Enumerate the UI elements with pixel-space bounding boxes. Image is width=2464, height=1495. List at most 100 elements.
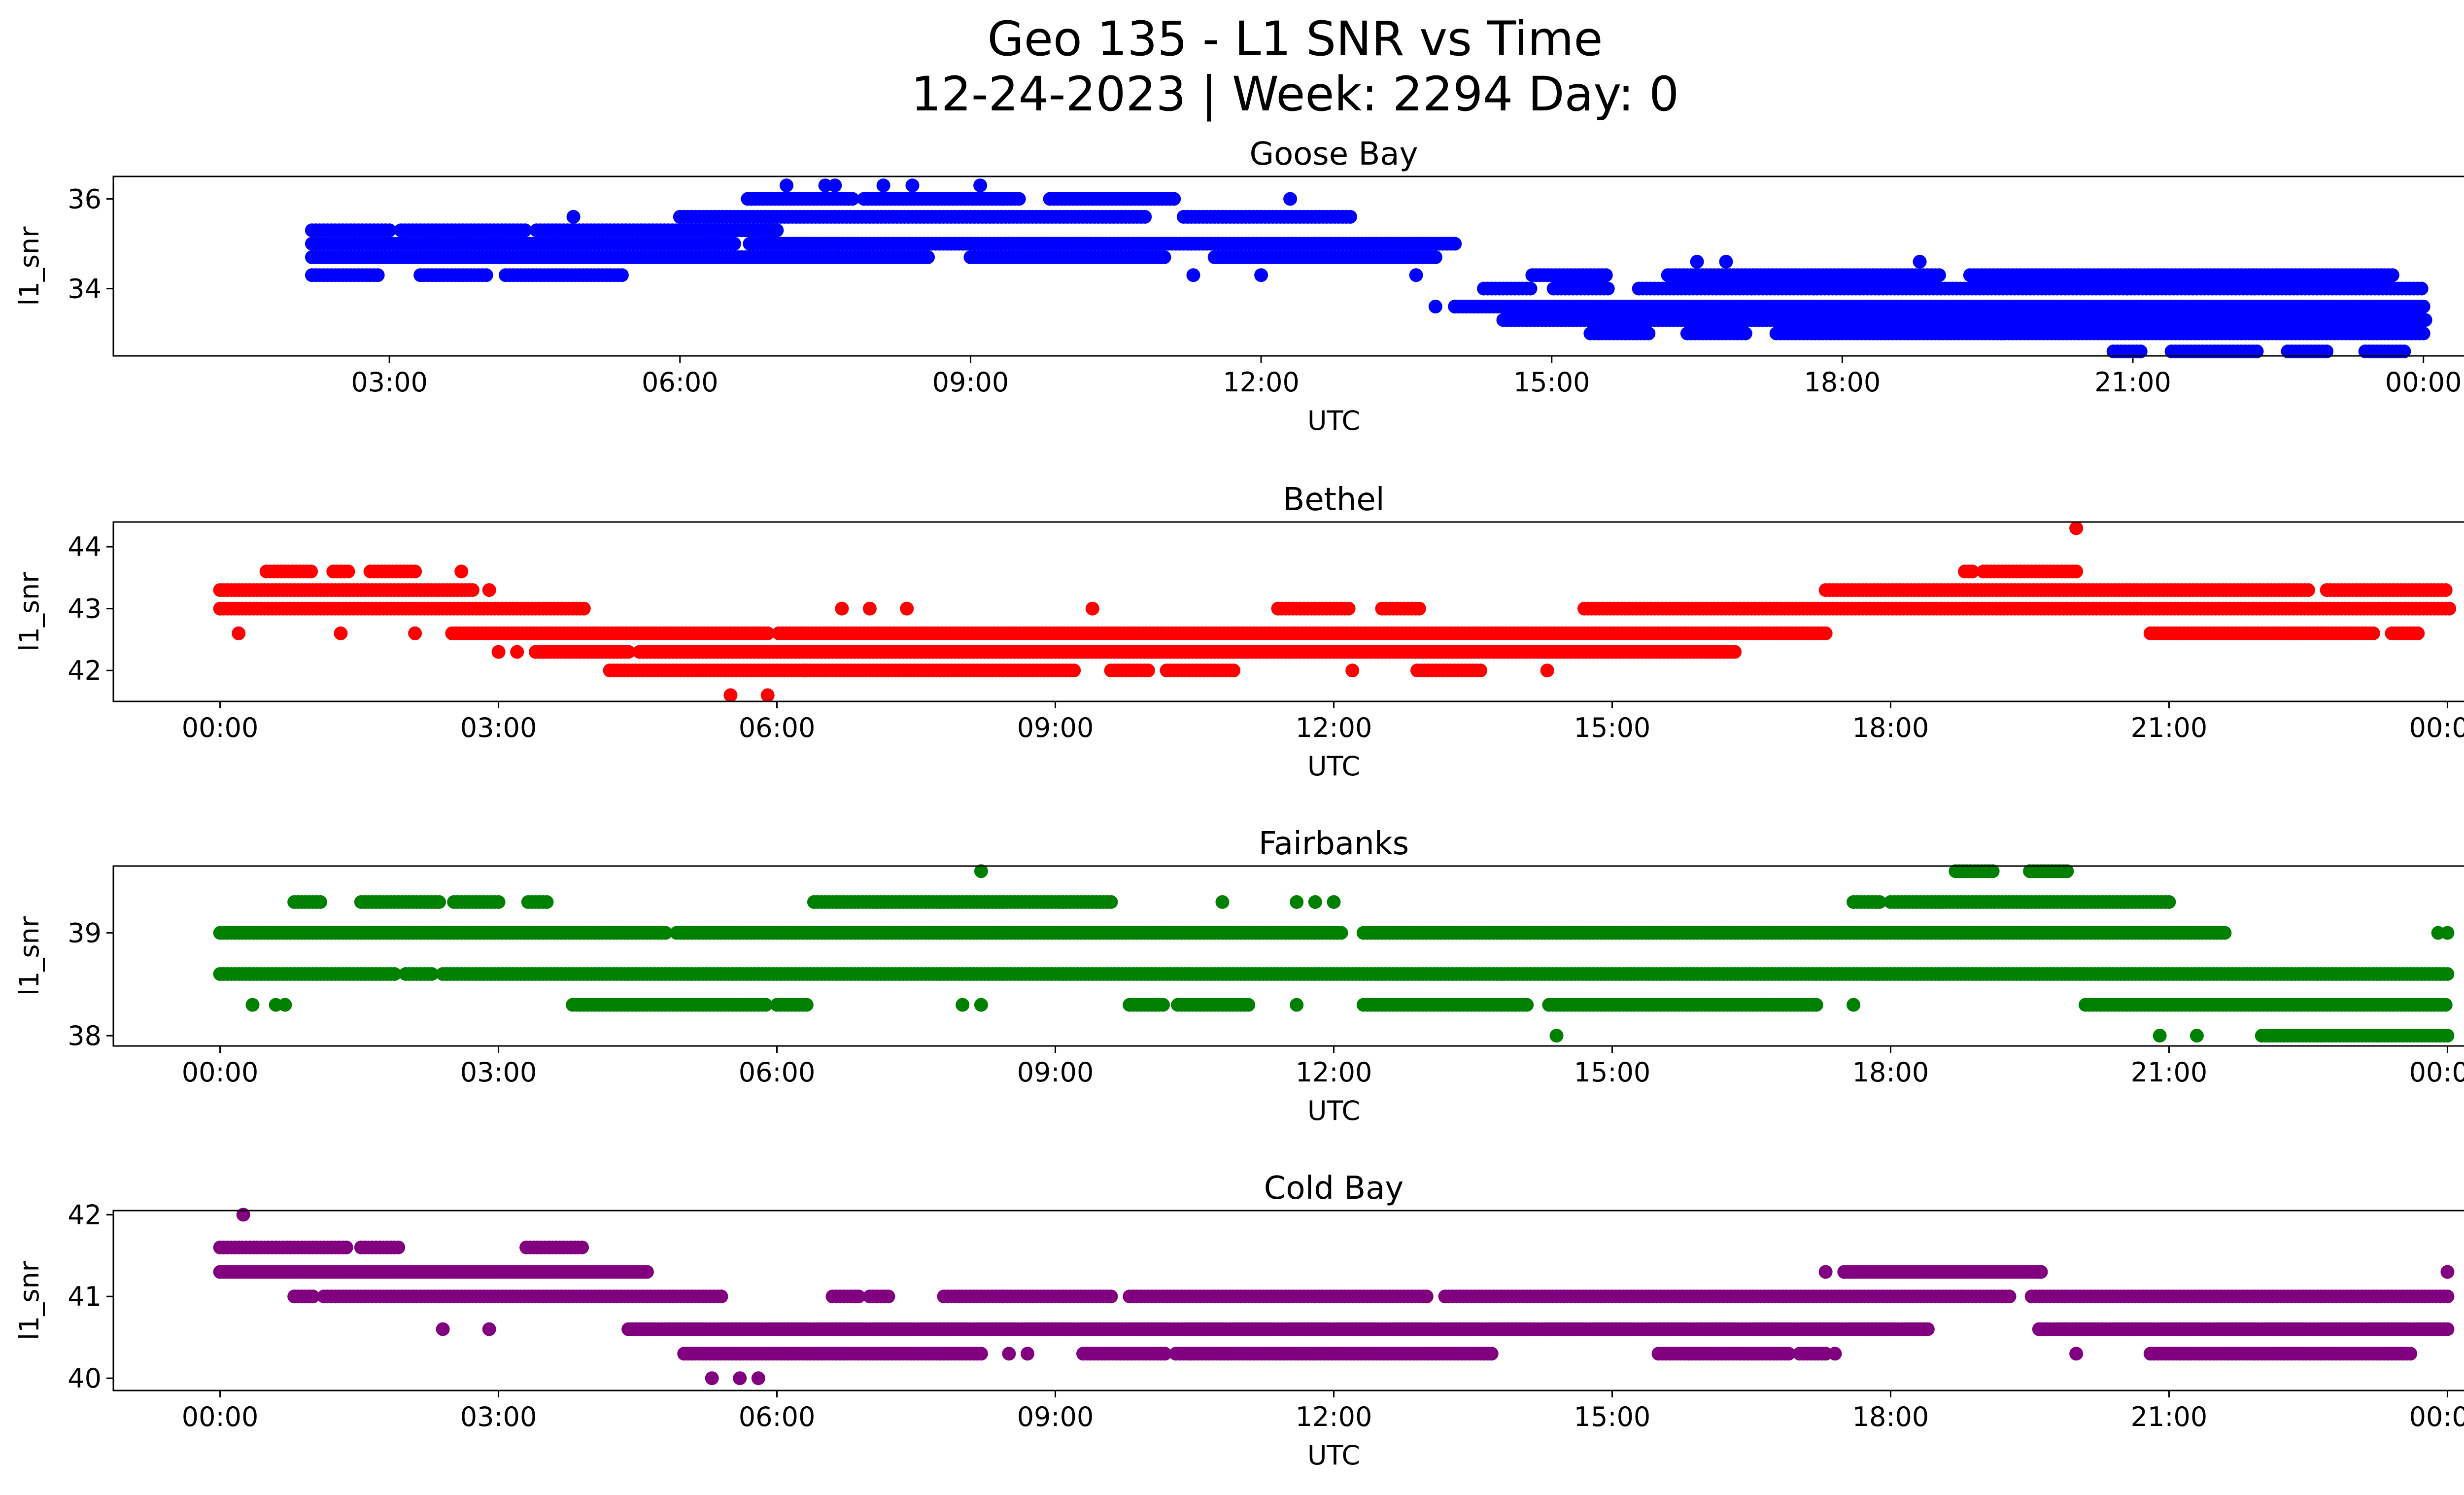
scatter-point [727, 237, 741, 251]
scatter-point [2385, 268, 2399, 282]
scatter-point [566, 209, 581, 224]
scatter-point [921, 250, 935, 264]
scatter-point [1448, 237, 1462, 251]
x-tick-label: 09:00 [1017, 712, 1094, 743]
scatter-point [905, 178, 920, 193]
x-tick-label: 06:00 [739, 712, 816, 743]
scatter-point [845, 192, 859, 206]
scatter-point [1428, 299, 1442, 313]
x-tick-label: 15:00 [1574, 712, 1651, 743]
scatter-point [1254, 268, 1268, 282]
scatter-point [1067, 663, 1081, 678]
scatter-point [232, 626, 246, 640]
figure-title-line-2: 12-24-2023 | Week: 2294 Day: 0 [911, 67, 1679, 122]
scatter-point [2320, 344, 2334, 358]
figure-title-line-1: Geo 135 - L1 SNR vs Time [988, 11, 1603, 67]
scatter-point [1334, 926, 1348, 940]
scatter-point [1540, 663, 1554, 678]
panel-title: Bethel [1283, 482, 1384, 518]
scatter-point [1719, 254, 1733, 269]
y-tick-label: 44 [68, 531, 102, 562]
y-axis-label: l1_snr [14, 572, 45, 652]
x-tick-label: 00:00 [2409, 712, 2464, 743]
scatter-point [2438, 583, 2453, 597]
scatter-point [2414, 281, 2429, 296]
scatter-point [760, 626, 775, 640]
scatter-point [1012, 192, 1026, 206]
x-tick-label: 03:00 [460, 712, 537, 743]
scatter-point [2397, 344, 2411, 358]
scatter-point [780, 178, 793, 193]
scatter-point [1341, 601, 1356, 616]
scatter-point [408, 626, 422, 640]
panel-title: Fairbanks [1259, 826, 1409, 862]
scatter-point [723, 688, 738, 702]
scatter-point [835, 601, 849, 616]
x-axis-label: UTC [1307, 405, 1360, 436]
scatter-point [2250, 344, 2264, 358]
scatter-point [1167, 192, 1181, 206]
scatter-point [465, 583, 479, 597]
scatter-point [862, 601, 877, 616]
scatter-point [1738, 326, 1752, 341]
scatter-point [1283, 192, 1298, 206]
x-tick-label: 21:00 [2094, 367, 2171, 398]
scatter-point [615, 268, 629, 282]
scatter-point [2133, 344, 2148, 358]
scatter-point [973, 178, 988, 193]
x-tick-label: 15:00 [1513, 367, 1590, 398]
scatter-point [1428, 250, 1442, 264]
x-tick-label: 00:00 [2385, 367, 2462, 398]
scatter-point [798, 663, 812, 678]
scatter-point [408, 564, 422, 579]
scatter-point [1138, 209, 1152, 224]
scatter-point [1085, 601, 1099, 616]
scatter-series [213, 864, 2455, 1043]
scatter-point [1913, 254, 1927, 269]
scatter-point [334, 626, 348, 640]
scatter-point [2418, 313, 2432, 327]
scatter-point [1642, 326, 1656, 341]
panel-title: Goose Bay [1250, 136, 1418, 173]
scatter-point [1932, 268, 1946, 282]
scatter-series [213, 521, 2457, 702]
scatter-point [382, 223, 397, 238]
scatter-point [371, 268, 385, 282]
x-axis-label: UTC [1307, 751, 1360, 782]
scatter-point [760, 688, 775, 702]
scatter-point [828, 178, 842, 193]
scatter-point [1186, 268, 1200, 282]
scatter-point [2366, 626, 2380, 640]
x-tick-label: 21:00 [2131, 712, 2208, 743]
scatter-point [818, 178, 832, 193]
scatter-point [577, 601, 591, 616]
x-tick-label: 06:00 [642, 367, 719, 398]
x-tick-label: 00:00 [182, 712, 259, 743]
scatter-point [2416, 326, 2430, 341]
scatter-point [1227, 663, 1241, 678]
y-tick-label: 34 [68, 274, 102, 305]
scatter-point [1412, 601, 1426, 616]
scatter-point [900, 601, 914, 616]
scatter-point [304, 564, 318, 579]
scatter-point [1141, 663, 1155, 678]
scatter-point [1473, 663, 1488, 678]
scatter-point [1728, 645, 1742, 659]
y-tick-label: 42 [68, 655, 102, 686]
x-tick-label: 09:00 [932, 367, 1009, 398]
scatter-point [341, 564, 355, 579]
scatter-point [2069, 564, 2084, 579]
y-tick-label: 43 [68, 593, 102, 625]
scatter-point [479, 268, 493, 282]
scatter-point [770, 223, 784, 238]
scatter-point [2411, 626, 2425, 640]
scatter-point [1690, 254, 1704, 269]
x-tick-label: 18:00 [1852, 712, 1929, 743]
x-tick-label: 03:00 [351, 367, 428, 398]
scatter-point [2301, 583, 2315, 597]
scatter-point [876, 178, 890, 193]
scatter-point [1599, 268, 1613, 282]
